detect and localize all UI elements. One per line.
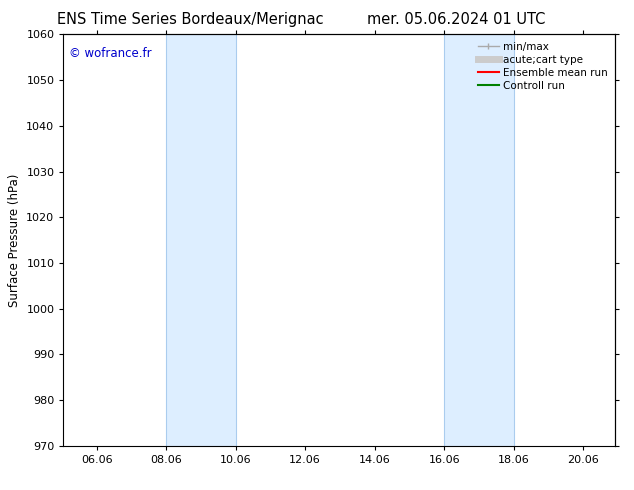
Bar (166, 34, 236, 446)
Y-axis label: Surface Pressure (hPa): Surface Pressure (hPa) (8, 173, 21, 307)
Legend: min/max, acute;cart type, Ensemble mean run, Controll run: min/max, acute;cart type, Ensemble mean … (474, 37, 612, 95)
Bar (444, 34, 514, 446)
Text: ENS Time Series Bordeaux/Merignac: ENS Time Series Bordeaux/Merignac (57, 12, 323, 27)
Text: mer. 05.06.2024 01 UTC: mer. 05.06.2024 01 UTC (367, 12, 546, 27)
Text: © wofrance.fr: © wofrance.fr (69, 47, 152, 60)
